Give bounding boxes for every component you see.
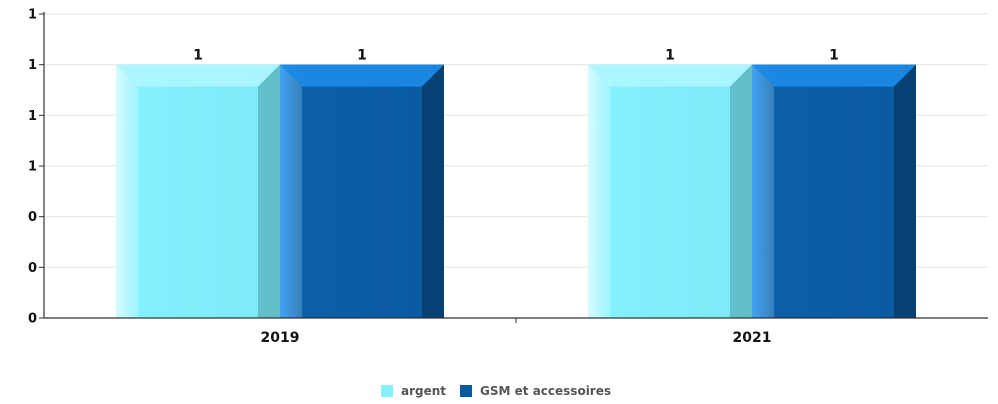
data-label: 1 [829, 48, 839, 64]
legend-swatch-gsm [460, 385, 473, 397]
bar-gsm-2019[interactable] [280, 64, 444, 319]
bar-bevel-top [752, 64, 916, 87]
bar-gsm-2021[interactable] [752, 64, 916, 319]
axes [39, 12, 988, 323]
legend-item-argent[interactable]: argent [381, 384, 446, 398]
legend-swatch-argent [381, 385, 393, 397]
bar-chart: 0 0 0 1 1 1 1 2019 1 1 2021 1 1 [28, 8, 988, 347]
bars [116, 64, 916, 319]
y-tick-label: 1 [28, 8, 37, 23]
bar-face [116, 64, 280, 319]
legend: argent GSM et accessoires [0, 384, 998, 398]
legend-item-gsm[interactable]: GSM et accessoires [460, 384, 611, 398]
y-tick-label: 1 [28, 58, 37, 73]
bar-face [588, 64, 752, 319]
bar-bevel-left [280, 64, 302, 319]
bar-bevel-left [588, 64, 610, 319]
y-tick-label: 0 [28, 210, 37, 225]
x-tick-label: 2021 [733, 330, 772, 346]
bar-bevel-right [258, 64, 280, 319]
y-tick-label: 1 [28, 109, 37, 124]
y-tick-label: 0 [28, 312, 37, 327]
legend-label-gsm: GSM et accessoires [480, 384, 611, 398]
bar-bevel-right [422, 64, 444, 319]
bar-bevel-top [116, 64, 280, 87]
bar-bevel-left [752, 64, 774, 319]
bar-bevel-right [730, 64, 752, 319]
bar-face [752, 64, 916, 319]
y-tick-label: 0 [28, 261, 37, 276]
x-tick-label: 2019 [261, 330, 300, 346]
data-label: 1 [665, 48, 675, 64]
bar-bevel-right [894, 64, 916, 319]
bar-face [280, 64, 444, 319]
bar-argent-2019[interactable] [116, 64, 280, 319]
bar-bevel-top [588, 64, 752, 87]
legend-label-argent: argent [401, 384, 447, 398]
data-label: 1 [357, 48, 367, 64]
bar-bevel-top [280, 64, 444, 87]
bar-argent-2021[interactable] [588, 64, 752, 319]
bar-bevel-left [116, 64, 138, 319]
labels: 0 0 0 1 1 1 1 2019 1 1 2021 1 1 [28, 8, 839, 347]
y-tick-label: 1 [28, 160, 37, 175]
data-label: 1 [193, 48, 203, 64]
